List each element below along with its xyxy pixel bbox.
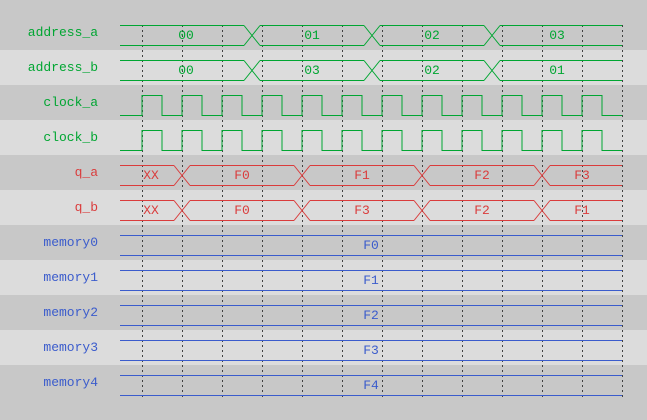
- bus-crossover: [173, 200, 191, 221]
- bus-value-label: F0: [363, 238, 379, 253]
- signal-name-memory1[interactable]: memory1: [43, 270, 98, 285]
- clock-wave: [120, 130, 622, 151]
- signal-name-address_a[interactable]: address_a: [27, 25, 98, 40]
- bus-crossover: [363, 25, 381, 46]
- row-band-memory0: [0, 225, 647, 260]
- bus-value-label: F2: [474, 168, 490, 183]
- wave-clock_b[interactable]: [120, 130, 622, 151]
- signal-name-address_b[interactable]: address_b: [27, 60, 98, 75]
- bus-value-label: 01: [549, 63, 565, 78]
- bus-crossover: [173, 165, 191, 186]
- bus-value-label: 03: [304, 63, 320, 78]
- gridlines: [142, 25, 623, 400]
- bus-value-label: 03: [549, 28, 565, 43]
- bus-crossover: [293, 165, 311, 186]
- row-band-memory3: [0, 330, 647, 365]
- wave-memory0[interactable]: F0: [120, 235, 622, 256]
- wave-memory4[interactable]: F4: [120, 375, 622, 396]
- wave-memory3[interactable]: F3: [120, 340, 622, 361]
- signal-name-q_a[interactable]: q_a: [74, 165, 98, 180]
- bus-value-label: 01: [304, 28, 320, 43]
- signal-name-memory2[interactable]: memory2: [43, 305, 98, 320]
- bus-value-label: F3: [574, 168, 590, 183]
- signal-name-memory3[interactable]: memory3: [43, 340, 98, 355]
- row-band-address_a: [0, 15, 647, 50]
- bus-value-label: F0: [234, 203, 250, 218]
- row-band-memory4: [0, 365, 647, 400]
- signal-name-clock_a[interactable]: clock_a: [43, 95, 98, 110]
- bus-value-label: XX: [143, 203, 159, 218]
- wave-q_a[interactable]: XX F0 F1 F2 F3: [120, 165, 622, 186]
- row-band-clock_a: [0, 85, 647, 120]
- bus-crossover: [293, 200, 311, 221]
- bus-value-label: F4: [363, 378, 379, 393]
- bus-crossover: [483, 25, 501, 46]
- signal-name-clock_b[interactable]: clock_b: [43, 130, 98, 145]
- bus-crossover: [413, 165, 431, 186]
- signal-name-memory0[interactable]: memory0: [43, 235, 98, 250]
- bus-crossover: [533, 200, 551, 221]
- wave-memory2[interactable]: F2: [120, 305, 622, 326]
- signal-name-q_b[interactable]: q_b: [74, 200, 98, 215]
- bus-value-label: F0: [234, 168, 250, 183]
- bus-crossover: [243, 25, 261, 46]
- bus-value-label: F3: [354, 203, 370, 218]
- row-band-clock_b: [0, 120, 647, 155]
- wave-address_b[interactable]: 00 03 02 01: [120, 60, 622, 81]
- wave-clock_a[interactable]: [120, 95, 622, 116]
- row-band-memory2: [0, 295, 647, 330]
- bus-value-label: 02: [424, 63, 440, 78]
- wave-q_b[interactable]: XX F0 F3 F2 F1: [120, 200, 622, 221]
- wave-memory1[interactable]: F1: [120, 270, 622, 291]
- bus-value-label: F1: [363, 273, 379, 288]
- clock-wave: [120, 95, 622, 116]
- bus-value-label: F2: [363, 308, 379, 323]
- bus-crossover: [413, 200, 431, 221]
- bus-crossover: [243, 60, 261, 81]
- signal-name-memory4[interactable]: memory4: [43, 375, 98, 390]
- bus-value-label: F2: [474, 203, 490, 218]
- bus-value-label: 02: [424, 28, 440, 43]
- bus-value-label: 00: [178, 28, 194, 43]
- bus-value-label: F1: [354, 168, 370, 183]
- row-band-memory1: [0, 260, 647, 295]
- bus-value-label: F1: [574, 203, 590, 218]
- bus-crossover: [363, 60, 381, 81]
- bus-crossover: [483, 60, 501, 81]
- bus-value-label: 00: [178, 63, 194, 78]
- bus-value-label: XX: [143, 168, 159, 183]
- wave-address_a[interactable]: 00 01 02 03: [120, 25, 622, 46]
- bus-crossover: [533, 165, 551, 186]
- row-band-address_b: [0, 50, 647, 85]
- bus-value-label: F3: [363, 343, 379, 358]
